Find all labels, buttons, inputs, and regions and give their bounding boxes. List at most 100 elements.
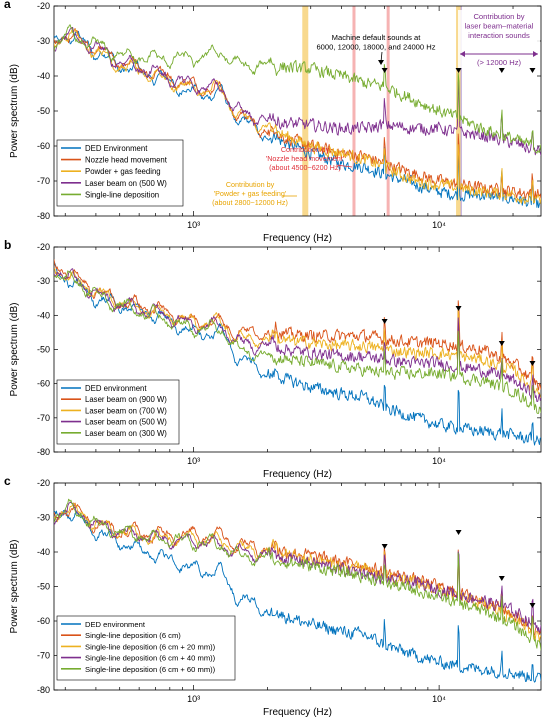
legend-label: Single-line deposition (6 cm + 40 mm)) xyxy=(85,654,216,663)
x-tick-label: 10⁴ xyxy=(432,220,446,230)
y-tick-label: -20 xyxy=(37,478,50,488)
tone-marker xyxy=(529,603,536,608)
legend-label: Powder + gas feeding xyxy=(85,167,161,176)
series-line-4 xyxy=(54,270,541,414)
band-powder xyxy=(302,6,309,216)
series-line-2 xyxy=(54,28,541,205)
y-tick-label: -20 xyxy=(37,242,50,252)
legend-label: Laser beam on (500 W) xyxy=(85,179,167,188)
legend-label: Single-line deposition (6 cm + 20 mm)) xyxy=(85,642,216,651)
panel-label: b xyxy=(4,238,11,252)
annotation-nozzle: Contribution by 'Nozzle head movement' (ab… xyxy=(266,145,345,172)
x-axis-label: Frequency (Hz) xyxy=(263,469,332,480)
annotation-powder-line: (about 2800~12000 Hz) xyxy=(212,198,288,207)
y-tick-label: -50 xyxy=(37,106,50,116)
y-tick-label: -30 xyxy=(37,513,50,523)
x-tick-label: 10³ xyxy=(187,456,200,466)
annotation-nozzle-line: (about 4500~6200 Hz) xyxy=(269,163,341,172)
legend-label: Laser beam on (300 W) xyxy=(85,429,167,438)
x-tick-label: 10³ xyxy=(187,694,200,704)
annotation-machine-line: 6000, 12000, 18000, and 24000 Hz xyxy=(316,43,435,52)
tone-marker xyxy=(381,544,388,549)
tone-marker xyxy=(529,361,536,366)
annotation-powder: Contribution by 'Powder + gas feeding' (ab… xyxy=(212,180,288,207)
y-axis-label: Power spectrum (dB) xyxy=(9,540,20,634)
y-tick-label: -80 xyxy=(37,211,50,221)
annotation-nozzle-line: 'Nozzle head movement' xyxy=(266,154,345,163)
annotation-powder-line: 'Powder + gas feeding' xyxy=(214,189,287,198)
legend-label: Single-line deposition (6 cm) xyxy=(85,631,181,640)
series-line-1 xyxy=(54,28,541,200)
y-tick-label: -60 xyxy=(37,616,50,626)
y-tick-label: -20 xyxy=(37,1,50,11)
legend-label: Laser beam on (900 W) xyxy=(85,395,167,404)
panel-label: a xyxy=(4,0,11,11)
series-line-4 xyxy=(54,24,541,154)
arrow-machine-head xyxy=(378,60,384,65)
legend-box xyxy=(56,615,236,681)
tone-marker xyxy=(498,341,505,346)
y-tick-label: -70 xyxy=(37,413,50,423)
panel-b: -80 -70 -60 -50 -40 -30 -20 10³ 10⁴ Frequency (Hz… xyxy=(4,238,542,480)
arrow-nozzle xyxy=(335,164,353,168)
annotation-laser: Contribution by laser beam–material intera… xyxy=(465,12,534,40)
tone-marker xyxy=(455,68,462,73)
tone-marker xyxy=(498,576,505,581)
y-tick-label: -40 xyxy=(37,310,50,320)
series-line-0 xyxy=(54,509,541,683)
series-group xyxy=(54,498,541,683)
laser-annotation-bg xyxy=(458,10,540,68)
legend-label: Nozzle head movement xyxy=(85,156,168,165)
annotation-machine-line: Machine default sounds at xyxy=(332,33,422,42)
x-tick-label: 10⁴ xyxy=(432,694,446,704)
annotation-powder-line: Contribution by xyxy=(226,180,275,189)
y-tick-label: -60 xyxy=(37,379,50,389)
x-tick-label: 10⁴ xyxy=(432,456,446,466)
series-line-1 xyxy=(54,259,541,391)
legend-label: Laser beam on (500 W) xyxy=(85,418,167,427)
legend-label: Single-line deposition (6 cm + 60 mm)) xyxy=(85,665,216,674)
laser-range-arrow-left xyxy=(460,51,465,57)
x-tick-label: 10³ xyxy=(187,220,200,230)
tone-marker xyxy=(381,68,388,73)
series-group xyxy=(54,24,541,209)
x-axis-label: Frequency (Hz) xyxy=(263,707,332,718)
band-nozzle-start xyxy=(352,6,356,216)
y-tick-label: -30 xyxy=(37,36,50,46)
series-group xyxy=(54,259,541,446)
y-axis-label: Power spectrum (dB) xyxy=(9,303,20,397)
legend-label: Single-line deposition xyxy=(85,190,159,199)
y-tick-label: -60 xyxy=(37,141,50,151)
tone-marker xyxy=(455,530,462,535)
tone-marker xyxy=(498,68,505,73)
tone-marker xyxy=(455,306,462,311)
annotation-machine: Machine default sounds at 6000, 12000, 18… xyxy=(316,33,435,52)
panel-a: -80 -70 -60 -50 -40 -30 -20 10³ 10⁴ Frequency (Hz… xyxy=(4,0,542,244)
annotation-laser-line: laser beam–material xyxy=(465,22,534,31)
y-tick-label: -40 xyxy=(37,71,50,81)
legend-box xyxy=(56,139,184,207)
legend: DED environment Laser beam on (900 W) Lase… xyxy=(56,379,180,445)
y-tick-label: -80 xyxy=(37,447,50,457)
annotation-nozzle-line: Contribution by xyxy=(281,145,330,154)
legend: DED Environment Nozzle head movement Powde… xyxy=(56,139,184,207)
series-line-3 xyxy=(54,26,541,156)
tone-marker xyxy=(529,68,536,73)
y-axis-label: Power spectrum (dB) xyxy=(9,64,20,158)
panel-label: c xyxy=(4,474,11,488)
legend-label: DED environment xyxy=(85,620,146,629)
band-laser-start xyxy=(456,6,462,216)
laser-range-arrow-right xyxy=(533,51,538,57)
y-tick-label: -70 xyxy=(37,176,50,186)
y-tick-label: -70 xyxy=(37,651,50,661)
legend: DED environment Single-line deposition (6… xyxy=(56,615,236,681)
x-axis-label: Frequency (Hz) xyxy=(263,233,332,244)
y-tick-label: -40 xyxy=(37,547,50,557)
tone-marker xyxy=(381,319,388,324)
y-tick-label: -50 xyxy=(37,582,50,592)
y-tick-label: -80 xyxy=(37,685,50,695)
annotation-laser-line: interaction sounds xyxy=(468,31,530,40)
annotation-laser-range: (> 12000 Hz) xyxy=(477,58,522,67)
annotation-laser-line: Contribution by xyxy=(473,12,524,21)
